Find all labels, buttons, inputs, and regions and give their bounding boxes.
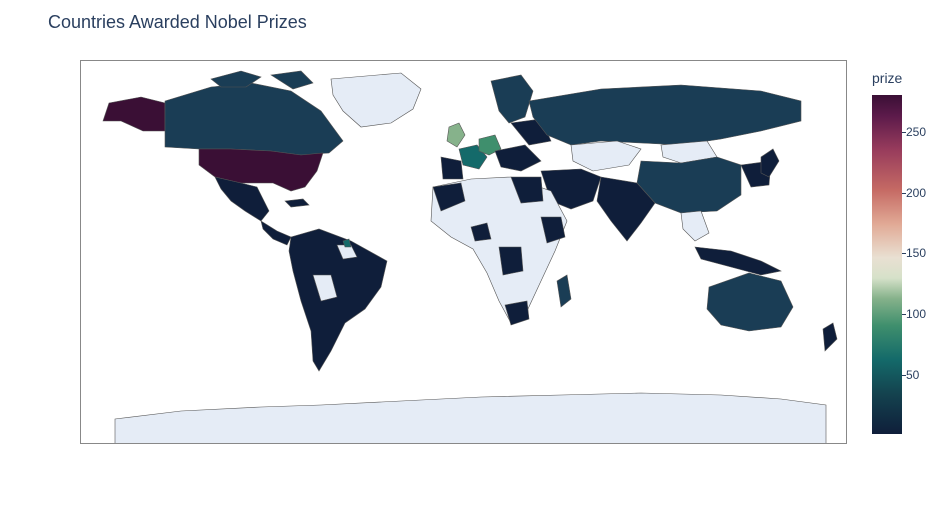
colorbar-tick-label: 200 [906, 186, 927, 200]
colorbar-tick-label: 150 [906, 246, 927, 260]
colorbar-tickmark [902, 193, 906, 194]
colorbar-tickmark [902, 314, 906, 315]
region-germany [478, 134, 502, 156]
colorbar-tick-label: 250 [906, 125, 927, 139]
region-greenland [330, 72, 422, 128]
region-canada [164, 82, 344, 156]
region-antarctica [114, 392, 827, 443]
colorbar-tickmark [902, 253, 906, 254]
region-mexico [214, 176, 270, 222]
world-map[interactable] [81, 61, 847, 444]
region-australia [706, 272, 794, 332]
map-frame[interactable] [80, 60, 847, 444]
colorbar [872, 95, 902, 434]
region-russia [528, 84, 802, 146]
chart-title: Countries Awarded Nobel Prizes [48, 12, 307, 32]
colorbar-tick-label: 100 [906, 307, 927, 321]
colorbar-tickmark [902, 132, 906, 133]
region-usa [198, 148, 324, 192]
colorbar-title: prize [872, 70, 903, 86]
region-alaska [102, 96, 166, 132]
colorbar-tick-label: 50 [906, 368, 920, 382]
region-scandinavia [490, 74, 534, 124]
region-uk [446, 122, 466, 148]
colorbar-tickmark [902, 375, 906, 376]
region-south-america [288, 228, 388, 372]
